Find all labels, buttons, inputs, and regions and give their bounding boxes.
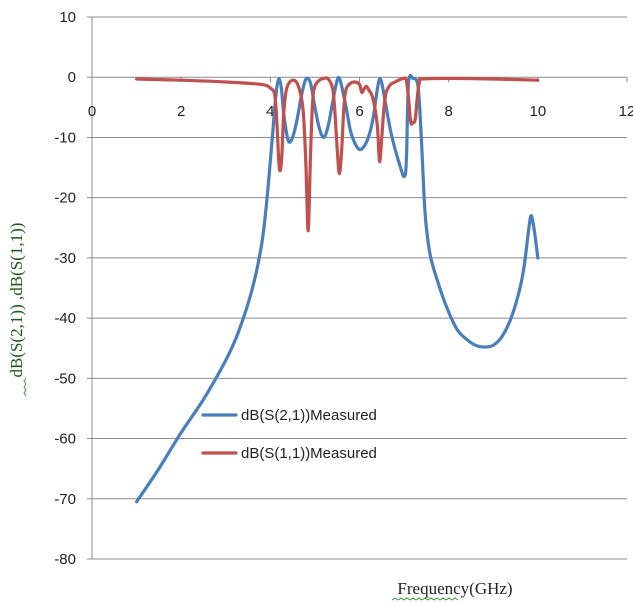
- y-tick-label: -80: [54, 551, 76, 568]
- y-tick-label: -70: [54, 491, 76, 508]
- x-tick-label: 10: [529, 103, 546, 120]
- series-lines: [135, 74, 540, 504]
- series-line-2: [135, 76, 540, 233]
- x-axis-label: Frequency(GHz): [397, 579, 512, 598]
- y-tick-label: -50: [54, 370, 76, 387]
- ylabel-spellcheck-squiggle: [23, 377, 27, 397]
- gridlines: [92, 16, 627, 560]
- y-tick-label: -60: [54, 431, 76, 448]
- x-tick-label: 4: [266, 103, 274, 120]
- x-tick-label: 8: [444, 103, 452, 120]
- y-axis-label: dB(S(2,1)) ,dB(S(1,1)): [7, 223, 26, 378]
- legend: dB(S(2,1))Measured dB(S(1,1))Measured: [201, 407, 377, 462]
- xlabel-spellcheck-squiggle: [391, 597, 459, 601]
- y-tick-label: -30: [54, 250, 76, 267]
- y-tick-labels: 10 0 -10 -20 -30 -40 -50 -60 -70 -80: [54, 9, 76, 568]
- series-line-1: [135, 74, 540, 504]
- x-tick-label: 6: [355, 103, 363, 120]
- axes: [87, 16, 628, 560]
- legend-label: dB(S(2,1))Measured: [241, 407, 377, 424]
- x-tick-label: 12: [619, 103, 633, 120]
- y-tick-label: -10: [54, 129, 76, 146]
- x-tick-labels: 0 2 4 6 8 10 12: [88, 103, 633, 120]
- y-tick-label: 10: [59, 9, 76, 26]
- x-tick-label: 2: [177, 103, 185, 120]
- x-tick-label: 0: [88, 103, 96, 120]
- y-tick-label: 0: [68, 69, 76, 86]
- legend-label: dB(S(1,1))Measured: [241, 445, 377, 462]
- y-tick-label: -40: [54, 310, 76, 327]
- y-tick-label: -20: [54, 190, 76, 207]
